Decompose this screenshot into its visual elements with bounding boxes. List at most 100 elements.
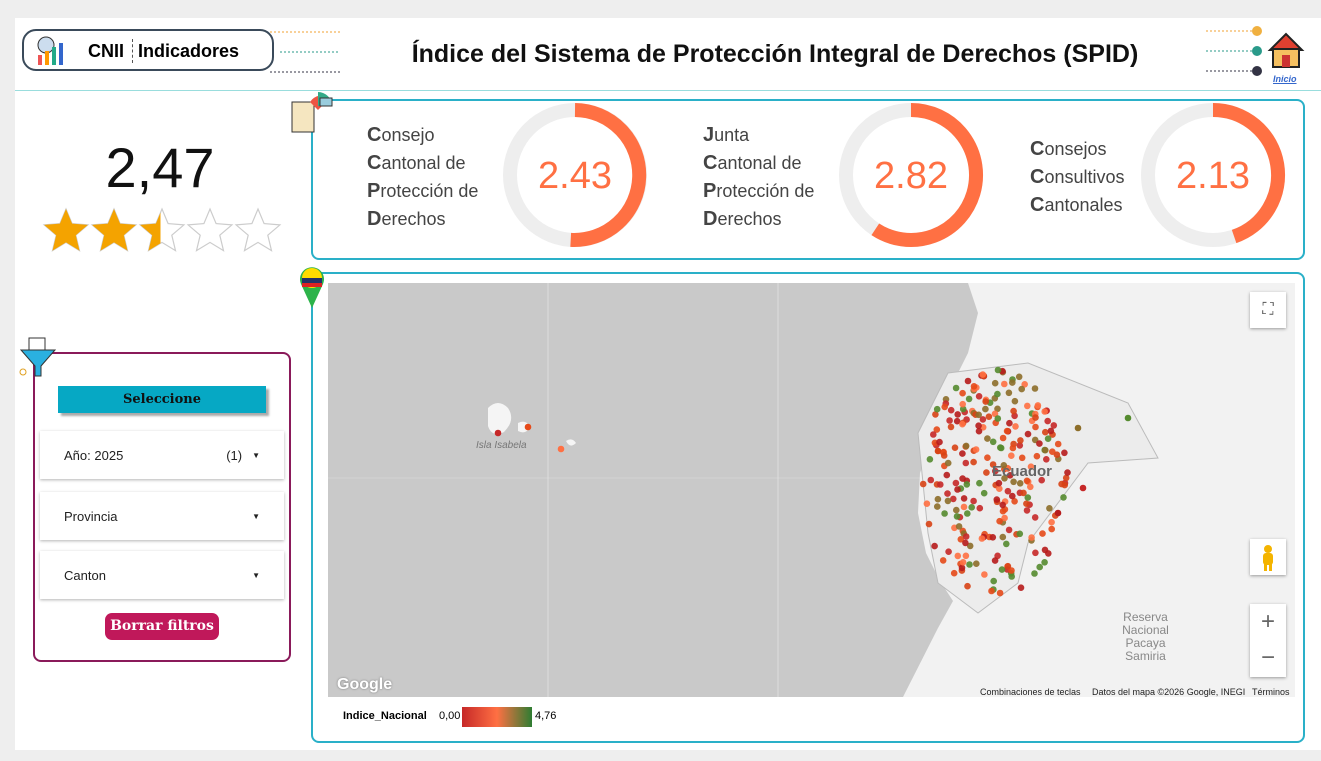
canton-dropdown[interactable]: Canton ▼ [40, 551, 284, 599]
map-dot [1006, 419, 1013, 427]
map-dot [952, 479, 960, 487]
map-dot [953, 417, 961, 425]
gauge-label-line: Consejo [367, 124, 435, 146]
map-dot [960, 503, 968, 511]
map-dot [983, 469, 990, 476]
map-footer[interactable]: Términos [1252, 687, 1290, 697]
year-value: 2025 [94, 447, 124, 463]
map-dot [975, 422, 982, 429]
map-dot [1006, 472, 1014, 479]
map-dot [1043, 456, 1050, 463]
map-dot [941, 403, 948, 411]
map-dot [1015, 373, 1023, 381]
brand-box[interactable]: CNII Indicadores [22, 29, 274, 71]
map-dot [954, 552, 962, 560]
map-dot [1011, 498, 1018, 505]
map-dot [1036, 440, 1043, 447]
map-dot [1027, 483, 1034, 491]
map-dot [1031, 514, 1039, 521]
gauge-arc [1212, 103, 1286, 244]
map-dot [1001, 380, 1008, 388]
stars [42, 207, 282, 252]
map-dot [973, 560, 980, 567]
map-dot [966, 542, 974, 550]
map-dot [1044, 435, 1052, 442]
gauge-label: Consejo Cantonal de Protección de Derechos [367, 121, 478, 233]
map-dot [962, 442, 970, 450]
map-dot [1054, 440, 1062, 448]
title: Índice del Sistema de Protección Integra… [411, 40, 1139, 68]
map-dot [970, 458, 977, 466]
map-dot [940, 452, 948, 459]
legend-name: Indice_Nacional [343, 710, 427, 722]
map-footer[interactable]: Combinaciones de teclas [980, 687, 1081, 697]
map-dot [919, 480, 927, 488]
map-dot [963, 481, 971, 488]
map-dot [976, 504, 984, 512]
clear-button[interactable]: Borrar filtros [105, 613, 219, 640]
province-dropdown[interactable]: Provincia ▼ [40, 492, 284, 540]
map-dot [978, 535, 986, 542]
map-dot [1124, 414, 1132, 422]
map-dot [1005, 389, 1013, 397]
map-dot [937, 481, 944, 488]
map-dot [985, 413, 993, 420]
map-dot [962, 539, 969, 547]
map-dot [984, 435, 991, 442]
gauge-label-line: Protección de [367, 180, 479, 202]
map-footer: Datos del mapa ©2026 Google, INEGI [1092, 687, 1246, 697]
map-dot [1034, 402, 1042, 409]
map-dot [964, 377, 972, 385]
canton: Canton [64, 567, 106, 583]
map-dot [992, 467, 999, 475]
map-dot [959, 420, 966, 428]
map-dot [1024, 494, 1032, 501]
map-dot [1074, 424, 1082, 432]
map-dot [989, 534, 997, 541]
gauge-label-line: Protección de [703, 180, 815, 202]
map-dot [962, 459, 970, 467]
map-dot [936, 438, 943, 446]
map-dot [494, 429, 502, 437]
home-link[interactable]: Inicio [1273, 74, 1297, 84]
home-icon[interactable] [1200, 22, 1310, 78]
year-dropdown[interactable]: Año: 2025 (1) ▼ [40, 431, 284, 479]
pegman-button[interactable] [1250, 539, 1286, 575]
map[interactable] [328, 283, 1295, 697]
fullscreen-button[interactable]: ⛶ [1250, 292, 1286, 328]
map-dot [1003, 540, 1010, 548]
map-dot [994, 415, 1002, 422]
score: 2,47 [105, 136, 215, 199]
map-dot [1054, 509, 1062, 517]
gauges: 2.43 2.82 2.13 [503, 103, 1286, 247]
map-dot [1023, 507, 1031, 514]
star-fill [44, 209, 88, 251]
map-dot [1010, 478, 1017, 486]
map-dot [524, 423, 532, 431]
map-dot [941, 510, 948, 517]
map-dot [934, 503, 941, 510]
map-dot [1045, 550, 1052, 557]
map-dot [1016, 442, 1024, 449]
map-dot [1008, 452, 1015, 459]
zoom-control[interactable]: + − [1250, 604, 1286, 677]
map-dot [1041, 408, 1048, 415]
map-dot [976, 479, 983, 487]
map-dot [994, 366, 1002, 374]
map-dot [946, 417, 953, 424]
map-panel [311, 272, 1305, 743]
map-dot [970, 383, 978, 390]
map-dot [1062, 474, 1070, 482]
map-dot [1031, 570, 1038, 577]
gauge-label-line: Junta [703, 124, 750, 146]
map-dot [996, 517, 1003, 525]
star-fill [140, 212, 161, 251]
map-dot [1016, 480, 1024, 487]
map-dot [1028, 534, 1035, 541]
map-dot [964, 582, 971, 590]
map-dot [1000, 462, 1008, 469]
map-dot [1016, 530, 1024, 538]
map-dot [951, 444, 959, 451]
map-dot [1017, 437, 1024, 444]
